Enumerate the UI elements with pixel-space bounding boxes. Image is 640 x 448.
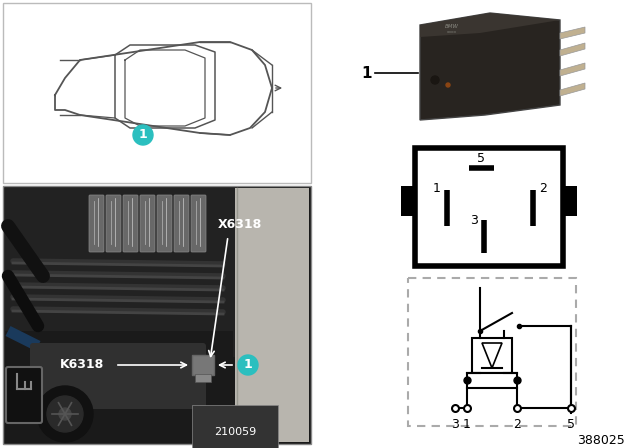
Circle shape [238,355,258,375]
FancyBboxPatch shape [89,195,104,252]
Text: 1: 1 [362,65,372,81]
Text: 1: 1 [244,358,252,371]
Text: 1: 1 [463,418,471,431]
FancyBboxPatch shape [562,186,577,216]
FancyBboxPatch shape [123,195,138,252]
FancyBboxPatch shape [195,374,211,382]
FancyBboxPatch shape [192,355,214,375]
Polygon shape [560,43,585,56]
FancyBboxPatch shape [5,331,233,411]
Text: 2: 2 [539,181,547,194]
Text: 388025: 388025 [577,434,625,447]
Circle shape [37,386,93,442]
Text: 5: 5 [567,418,575,431]
FancyBboxPatch shape [467,373,517,388]
Text: 3: 3 [451,418,459,431]
FancyBboxPatch shape [415,148,563,266]
Text: 2: 2 [513,418,521,431]
FancyBboxPatch shape [408,278,576,426]
Text: 1: 1 [433,181,441,194]
Text: BMW: BMW [445,25,459,30]
Text: 3: 3 [470,214,478,227]
FancyBboxPatch shape [3,3,311,183]
FancyBboxPatch shape [30,343,206,409]
FancyBboxPatch shape [191,195,206,252]
Text: 210059: 210059 [214,427,256,437]
FancyBboxPatch shape [140,195,155,252]
FancyBboxPatch shape [3,186,311,444]
Text: 5: 5 [477,151,485,164]
Polygon shape [420,13,560,37]
Text: X6318: X6318 [218,217,262,231]
FancyBboxPatch shape [6,367,42,423]
FancyBboxPatch shape [472,338,512,373]
Polygon shape [560,63,585,76]
FancyBboxPatch shape [5,188,235,357]
FancyBboxPatch shape [235,188,309,442]
Polygon shape [420,13,560,120]
Circle shape [59,408,71,420]
Circle shape [446,83,450,87]
FancyBboxPatch shape [174,195,189,252]
FancyBboxPatch shape [157,195,172,252]
Circle shape [133,125,153,145]
FancyBboxPatch shape [401,186,416,216]
Circle shape [47,396,83,432]
Text: oooo: oooo [447,30,457,34]
Circle shape [431,76,439,84]
Polygon shape [560,83,585,96]
FancyBboxPatch shape [106,195,121,252]
Text: K6318: K6318 [60,358,104,371]
Polygon shape [482,343,502,368]
Polygon shape [560,27,585,39]
Text: 1: 1 [139,129,147,142]
